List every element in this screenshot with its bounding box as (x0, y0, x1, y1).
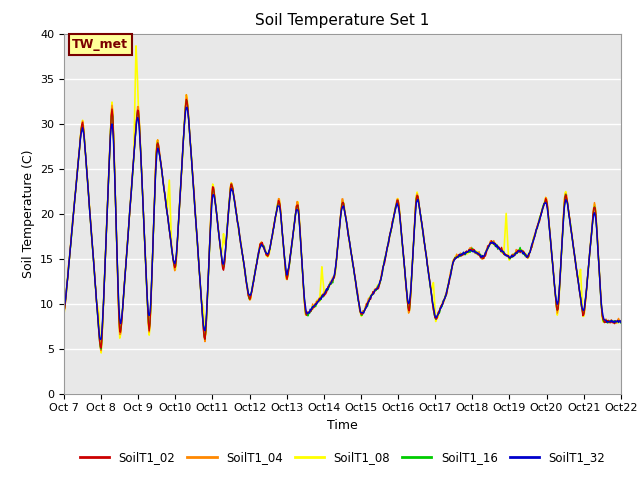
SoilT1_02 (70, 205, 78, 211)
SoilT1_02 (412, 204, 419, 209)
SoilT1_04 (182, 92, 190, 97)
SoilT1_32 (182, 104, 190, 110)
SoilT1_16 (428, 294, 436, 300)
SoilT1_16 (215, 232, 223, 238)
SoilT1_02 (182, 96, 190, 102)
SoilT1_08 (132, 43, 140, 49)
SoilT1_02 (97, 345, 105, 351)
SoilT1_04 (412, 203, 419, 208)
SoilT1_08 (617, 319, 625, 325)
Line: SoilT1_02: SoilT1_02 (64, 99, 621, 348)
SoilT1_02 (215, 232, 223, 238)
SoilT1_04 (428, 293, 436, 299)
SoilT1_02 (617, 319, 625, 324)
SoilT1_04 (70, 204, 78, 210)
SoilT1_04 (97, 348, 105, 354)
SoilT1_32 (186, 129, 193, 134)
SoilT1_16 (186, 127, 193, 133)
SoilT1_08 (412, 203, 419, 208)
Title: Soil Temperature Set 1: Soil Temperature Set 1 (255, 13, 429, 28)
SoilT1_16 (60, 307, 68, 313)
SoilT1_02 (186, 127, 193, 132)
SoilT1_08 (97, 350, 105, 356)
SoilT1_04 (128, 176, 136, 182)
Line: SoilT1_04: SoilT1_04 (64, 95, 621, 351)
SoilT1_16 (97, 346, 105, 352)
SoilT1_04 (215, 232, 223, 238)
SoilT1_32 (428, 295, 436, 301)
Y-axis label: Soil Temperature (C): Soil Temperature (C) (22, 149, 35, 278)
SoilT1_02 (428, 295, 436, 300)
SoilT1_02 (128, 176, 136, 182)
X-axis label: Time: Time (327, 419, 358, 432)
SoilT1_16 (412, 205, 419, 211)
SoilT1_08 (128, 176, 136, 182)
SoilT1_32 (617, 320, 625, 325)
Line: SoilT1_08: SoilT1_08 (64, 46, 621, 353)
SoilT1_32 (128, 176, 136, 181)
SoilT1_32 (70, 204, 78, 210)
SoilT1_08 (186, 128, 193, 134)
Text: TW_met: TW_met (72, 38, 129, 51)
SoilT1_16 (182, 97, 190, 103)
SoilT1_04 (186, 127, 193, 132)
SoilT1_32 (412, 209, 419, 215)
SoilT1_08 (70, 204, 78, 210)
SoilT1_32 (60, 304, 68, 310)
SoilT1_16 (70, 203, 78, 209)
SoilT1_04 (617, 318, 625, 324)
Legend: SoilT1_02, SoilT1_04, SoilT1_08, SoilT1_16, SoilT1_32: SoilT1_02, SoilT1_04, SoilT1_08, SoilT1_… (75, 446, 610, 469)
SoilT1_16 (617, 320, 625, 326)
SoilT1_16 (128, 179, 136, 185)
SoilT1_04 (60, 310, 68, 316)
SoilT1_02 (60, 308, 68, 314)
Line: SoilT1_32: SoilT1_32 (64, 107, 621, 340)
SoilT1_08 (60, 312, 68, 317)
SoilT1_32 (215, 232, 223, 238)
SoilT1_08 (215, 232, 223, 238)
SoilT1_32 (97, 337, 104, 343)
Line: SoilT1_16: SoilT1_16 (64, 100, 621, 349)
SoilT1_08 (428, 286, 436, 291)
